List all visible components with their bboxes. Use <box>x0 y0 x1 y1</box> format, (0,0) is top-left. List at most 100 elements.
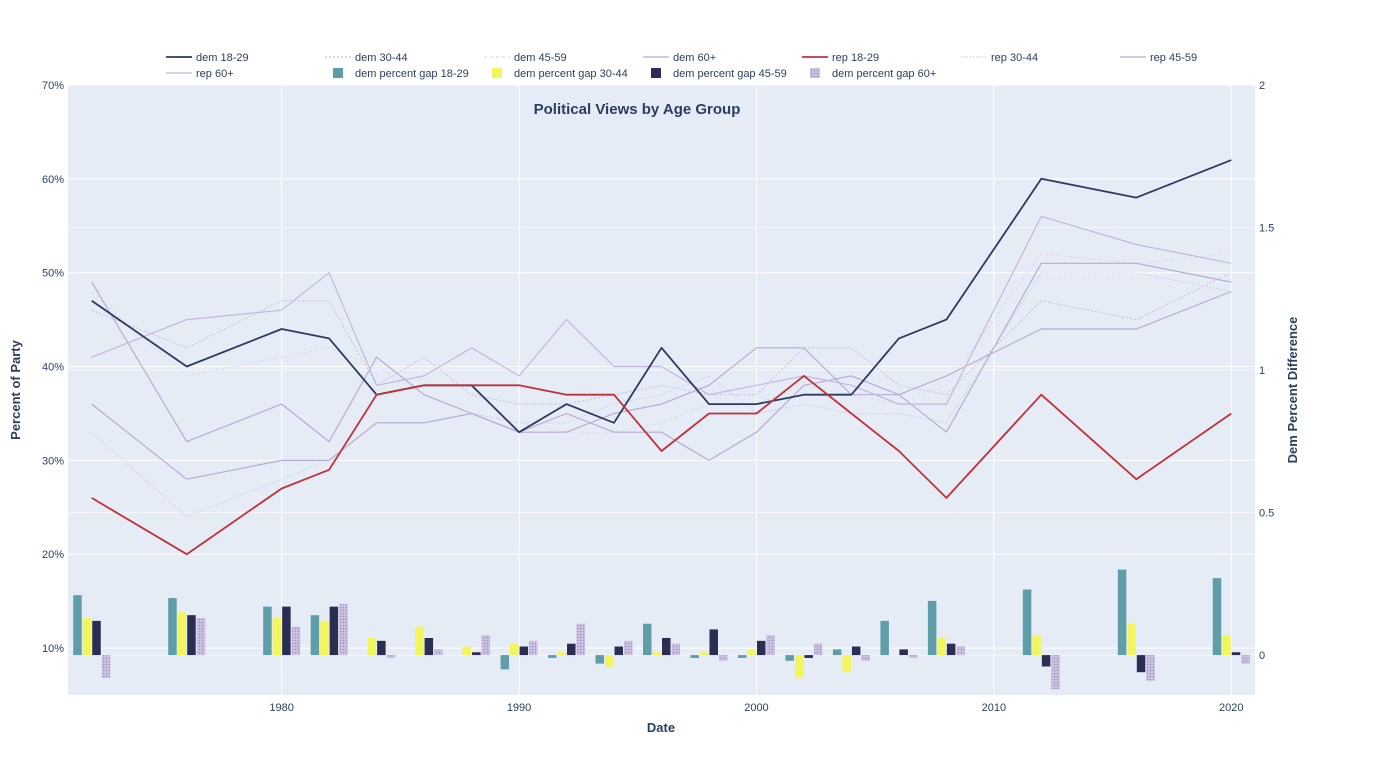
bar-dem-percent-gap-45-59 <box>329 606 339 656</box>
bar-dem-percent-gap-45-59 <box>282 606 291 656</box>
bar-dem-percent-gap-60+ <box>1146 655 1155 681</box>
legend-item: dem 45-59 <box>484 52 567 64</box>
legend-item: dem 18-29 <box>166 52 249 64</box>
bar-dem-percent-gap-18-29 <box>1212 578 1222 656</box>
bar-dem-percent-gap-30-44 <box>1222 635 1231 656</box>
bar-dem-percent-gap-45-59 <box>1231 652 1241 656</box>
legend-swatch-bar <box>333 68 343 78</box>
bar-dem-percent-gap-45-59 <box>567 643 576 656</box>
bar-dem-percent-gap-45-59 <box>709 629 718 656</box>
y-tick-label: 10% <box>42 643 64 655</box>
bar-dem-percent-gap-60+ <box>576 623 586 656</box>
y-tick-label: 70% <box>42 80 64 92</box>
legend-item: dem percent gap 30-44 <box>492 68 628 80</box>
bar-dem-percent-gap-30-44 <box>557 652 567 656</box>
bar-dem-percent-gap-60+ <box>434 649 443 656</box>
bar-dem-percent-gap-30-44 <box>320 620 329 656</box>
chart-title: Political Views by Age Group <box>534 101 741 118</box>
y2-tick-label: 2 <box>1259 80 1265 92</box>
y2-tick-label: 1 <box>1259 365 1265 377</box>
legend-item: dem percent gap 60+ <box>810 68 936 80</box>
bar-dem-percent-gap-60+ <box>813 643 823 656</box>
bar-dem-percent-gap-18-29 <box>548 655 557 658</box>
x-tick-label: 1980 <box>269 702 293 714</box>
grid-lines <box>68 84 1255 695</box>
bar-dem-percent-gap-60+ <box>291 626 301 656</box>
bar-dem-percent-gap-45-59 <box>1041 655 1051 667</box>
bar-dem-percent-gap-45-59 <box>614 646 624 656</box>
bar-dem-percent-gap-60+ <box>956 646 965 656</box>
bar-dem-percent-gap-30-44 <box>367 637 377 656</box>
bar-dem-percent-gap-18-29 <box>643 623 652 656</box>
bar-dem-percent-gap-18-29 <box>310 615 320 656</box>
legend-item: dem 60+ <box>643 52 716 64</box>
bar-dem-percent-gap-45-59 <box>424 637 434 656</box>
legend-label: dem 60+ <box>673 52 716 64</box>
bar-dem-percent-gap-30-44 <box>415 626 424 656</box>
bar-dem-percent-gap-60+ <box>339 603 348 656</box>
line-dem-30-44 <box>91 272 1232 405</box>
legend-label: rep 60+ <box>196 68 234 80</box>
bar-dem-percent-gap-45-59 <box>662 637 671 656</box>
bar-dem-percent-gap-60+ <box>101 655 111 678</box>
y2-tick-label: 1.5 <box>1259 223 1274 235</box>
bar-dem-percent-gap-18-29 <box>690 655 699 658</box>
legend-label: dem 18-29 <box>196 52 249 64</box>
bar-dem-percent-gap-60+ <box>766 635 775 656</box>
bar-dem-percent-gap-18-29 <box>785 655 794 661</box>
legend-label: dem percent gap 18-29 <box>355 68 469 80</box>
legend-item: rep 60+ <box>166 68 234 80</box>
bar-dem-percent-gap-45-59 <box>92 620 101 656</box>
legend-label: dem 30-44 <box>355 52 408 64</box>
bar-dem-percent-gap-30-44 <box>794 655 804 678</box>
y2-tick-label: 0.5 <box>1259 508 1274 520</box>
x-tick-label: 2020 <box>1219 702 1243 714</box>
bar-dem-percent-gap-45-59 <box>472 652 481 656</box>
bar-dem-percent-gap-30-44 <box>842 655 851 673</box>
bar-dem-percent-gap-18-29 <box>927 600 937 656</box>
bar-dem-percent-gap-60+ <box>529 640 538 656</box>
bar-dem-percent-gap-30-44 <box>699 652 709 656</box>
line-rep-18-29 <box>91 374 1232 556</box>
legend-label: dem 45-59 <box>514 52 567 64</box>
x-tick-label: 2010 <box>982 702 1006 714</box>
legend-label: dem percent gap 45-59 <box>673 68 787 80</box>
bar-dem-percent-gap-60+ <box>386 655 396 658</box>
bar-dem-percent-gap-30-44 <box>177 612 187 656</box>
bar-dem-percent-gap-30-44 <box>510 643 519 656</box>
x-axis-title: Date <box>647 720 675 735</box>
y-tick-label: 20% <box>42 549 64 561</box>
legend-item: dem percent gap 45-59 <box>651 68 787 80</box>
bar-series-layer <box>73 569 1250 690</box>
line-rep-60+ <box>91 215 1232 405</box>
legend-item: dem 30-44 <box>325 52 408 64</box>
bar-dem-percent-gap-30-44 <box>1032 635 1041 656</box>
legend-label: dem percent gap 30-44 <box>514 68 628 80</box>
line-rep-45-59 <box>91 290 1232 480</box>
line-series-layer <box>91 159 1232 556</box>
bar-dem-percent-gap-45-59 <box>804 655 813 658</box>
bar-dem-percent-gap-60+ <box>861 655 870 661</box>
bar-dem-percent-gap-60+ <box>1241 655 1250 664</box>
bar-dem-percent-gap-18-29 <box>880 620 889 656</box>
bar-dem-percent-gap-60+ <box>718 655 728 661</box>
line-dem-18-29 <box>91 159 1232 434</box>
bar-dem-percent-gap-60+ <box>1051 655 1060 690</box>
legend-item: rep 18-29 <box>802 52 879 64</box>
y-tick-label: 30% <box>42 455 64 467</box>
y2-axis-title: Dem Percent Difference <box>1285 317 1300 464</box>
legend-item: dem percent gap 18-29 <box>333 68 469 80</box>
bar-dem-percent-gap-45-59 <box>851 646 861 656</box>
bar-dem-percent-gap-30-44 <box>747 649 756 656</box>
bar-dem-percent-gap-45-59 <box>519 646 529 656</box>
legend-label: rep 30-44 <box>991 52 1038 64</box>
bar-dem-percent-gap-18-29 <box>168 598 177 656</box>
bar-dem-percent-gap-60+ <box>671 643 680 656</box>
y2-tick-label: 0 <box>1259 650 1265 662</box>
bar-dem-percent-gap-18-29 <box>1022 589 1032 656</box>
legend-item: rep 45-59 <box>1120 52 1197 64</box>
legend-label: dem percent gap 60+ <box>832 68 936 80</box>
bar-dem-percent-gap-18-29 <box>595 655 605 664</box>
